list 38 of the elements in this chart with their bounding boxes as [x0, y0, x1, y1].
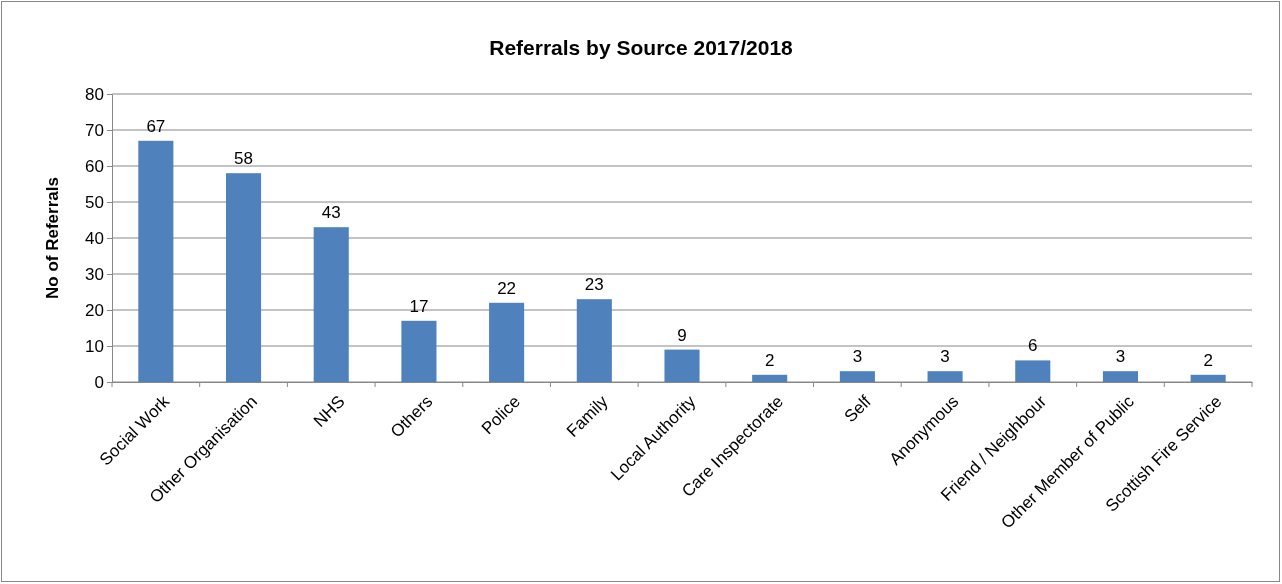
y-tick-label: 80	[85, 84, 104, 104]
data-label: 6	[1028, 336, 1038, 356]
y-axis-title: No of Referrals	[43, 177, 62, 299]
data-label: 23	[584, 275, 604, 295]
bar	[313, 227, 349, 382]
y-tick-label: 10	[85, 336, 104, 356]
data-label: 9	[677, 325, 687, 345]
data-label: 3	[940, 347, 950, 367]
data-label: 67	[146, 116, 166, 136]
data-label: 22	[497, 278, 517, 298]
data-label: 17	[409, 296, 429, 316]
bar	[839, 371, 875, 382]
bar	[664, 349, 700, 382]
bar	[1102, 371, 1138, 382]
y-tick-label: 0	[94, 372, 104, 392]
data-label: 3	[852, 347, 863, 367]
bar	[1015, 360, 1051, 382]
bar	[576, 299, 612, 382]
data-label: 2	[764, 350, 775, 370]
y-tick-label: 30	[85, 264, 104, 284]
bar	[927, 371, 963, 382]
chart-title: Referrals by Source 2017/2018	[489, 36, 794, 59]
data-label: 3	[1115, 347, 1126, 367]
bar	[489, 302, 525, 382]
bar	[226, 173, 262, 382]
data-label: 43	[321, 203, 341, 223]
data-label: 58	[234, 149, 253, 169]
y-tick-label: 20	[85, 300, 104, 320]
bar	[401, 320, 437, 382]
data-label: 2	[1203, 350, 1213, 370]
x-tick-label: Self	[840, 391, 875, 427]
y-tick-label: 60	[85, 156, 104, 176]
bar	[138, 140, 174, 382]
bar	[752, 374, 788, 382]
y-tick-label: 70	[85, 120, 104, 140]
y-tick-label: 40	[85, 228, 104, 248]
bar	[1190, 374, 1226, 382]
y-tick-label: 50	[85, 192, 104, 212]
